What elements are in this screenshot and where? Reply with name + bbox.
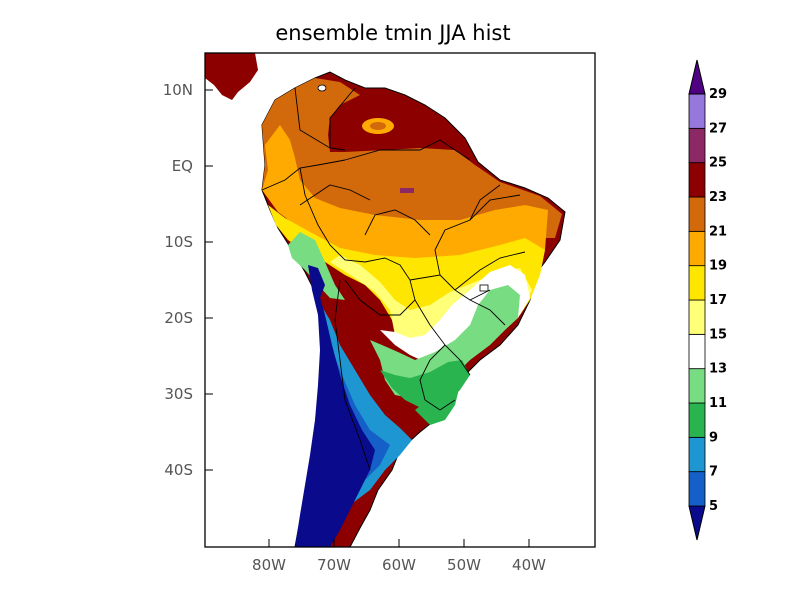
map-frame [204,52,596,548]
colorbar-swatch [688,333,706,370]
colorbar: 5 7 9 11 13 15 17 19 21 23 25 27 29 [688,59,727,541]
colorbar-label: 25 [709,156,727,171]
lon-tick-label: 70W [317,556,351,574]
zone-19-21 [262,125,548,268]
colorbar-label: 27 [709,121,727,136]
lon-tick-label: 60W [382,556,416,574]
lon-tick-label: 50W [447,556,481,574]
lat-tick-label: EQ [172,157,193,175]
colorbar-label: 23 [709,190,727,205]
country-borders [261,87,526,471]
lat-tick-label: 20S [164,309,193,327]
zone-below-5-north [308,265,325,298]
colorbar-swatch [688,265,706,301]
zone-23-25-spot [370,122,386,130]
map-panel [205,53,595,547]
colorbar-label: 15 [709,327,727,342]
zone-11-13-west [288,232,345,300]
lat-tick-label: 30S [164,385,193,403]
lon-tick-label: 40W [512,556,546,574]
central-america-landmass [205,53,258,100]
colorbar-label: 29 [709,87,727,102]
colorbar-swatch [688,436,706,473]
colorbar-label: 17 [709,293,727,308]
colorbar-swatch [688,299,706,335]
lon-tick-label: 80W [252,556,286,574]
colorbar-label: 21 [709,224,727,239]
colorbar-swatch [688,230,706,267]
lat-tick-label: 40S [164,461,193,479]
colorbar-swatch [688,402,706,438]
zone-11-13 [370,285,520,400]
colorbar-label: 9 [709,430,718,445]
zone-below-5 [295,268,375,547]
colorbar-label: 5 [709,499,718,514]
zone-9-11-uruguay [415,385,460,425]
lakes [317,84,489,292]
colorbar-arrow-low [688,505,706,541]
map-title: ensemble tmin JJA hist [275,21,510,45]
colorbar-swatch [688,196,706,232]
zone-27-29-spot [400,188,414,193]
colorbar-swatch [688,368,706,404]
colorbar-arrow-high [688,59,706,95]
colorbar-label: 19 [709,259,727,274]
colorbar-swatch [688,127,706,164]
zone-21-23 [262,78,562,240]
colorbar-label: 11 [709,396,727,411]
lat-tick-label: 10N [163,81,193,99]
colorbar-swatch [688,471,706,507]
colorbar-swatch [688,93,706,129]
lat-axis: 10N EQ 10S 20S 30S 40S [163,81,213,479]
colorbar-swatch [688,162,706,198]
colorbar-label: 7 [709,465,718,480]
colorbar-label: 13 [709,362,727,377]
lat-tick-label: 10S [164,233,193,251]
lon-axis: 80W 70W 60W 50W 40W [252,539,546,574]
